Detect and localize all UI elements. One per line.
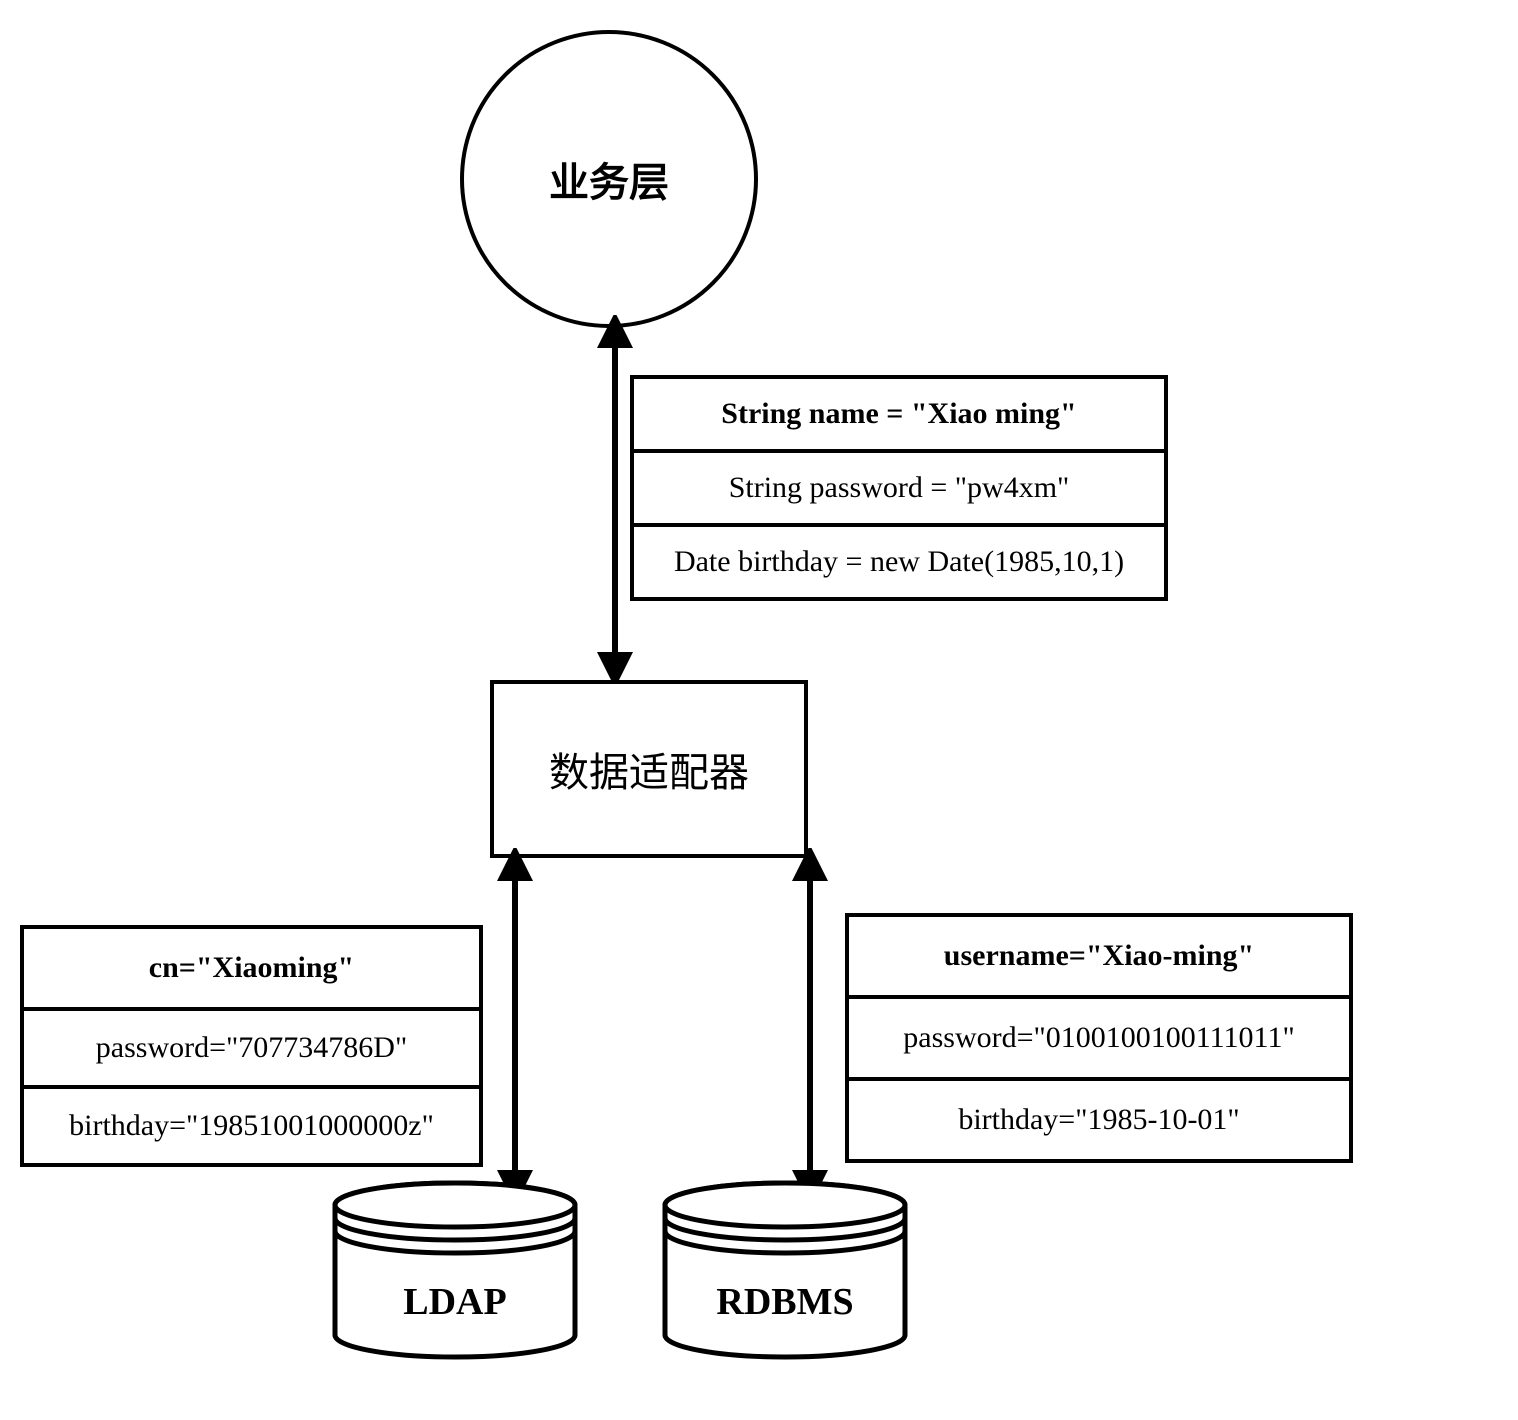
rdbms-data-row-birthday: birthday="1985-10-01" <box>849 1081 1349 1159</box>
java-data-row-name: String name = "Xiao ming" <box>634 379 1164 453</box>
ldap-data-box: cn="Xiaoming" password="707734786D" birt… <box>20 925 483 1167</box>
architecture-diagram: 业务层 String name = "Xiao ming" String pas… <box>20 20 1498 1400</box>
arrow-adapter-to-rdbms <box>785 848 835 1203</box>
java-data-box: String name = "Xiao ming" String passwor… <box>630 375 1168 601</box>
arrow-adapter-to-ldap <box>490 848 540 1203</box>
ldap-label: LDAP <box>330 1280 580 1324</box>
rdbms-data-row-username: username="Xiao-ming" <box>849 917 1349 999</box>
rdbms-label: RDBMS <box>660 1280 910 1324</box>
business-layer-label: 业务层 <box>549 150 669 208</box>
ldap-data-row-cn: cn="Xiaoming" <box>24 929 479 1011</box>
rdbms-data-row-password: password="0100100100111011" <box>849 999 1349 1081</box>
rdbms-database-icon: RDBMS <box>660 1180 910 1365</box>
java-data-row-birthday: Date birthday = new Date(1985,10,1) <box>634 527 1164 597</box>
ldap-database-icon: LDAP <box>330 1180 580 1365</box>
ldap-data-row-birthday: birthday="19851001000000z" <box>24 1089 479 1163</box>
ldap-data-row-password: password="707734786D" <box>24 1011 479 1089</box>
data-adapter-label: 数据适配器 <box>549 740 749 798</box>
business-layer-node: 业务层 <box>460 30 758 328</box>
data-adapter-node: 数据适配器 <box>490 680 808 858</box>
java-data-row-password: String password = "pw4xm" <box>634 453 1164 527</box>
rdbms-data-box: username="Xiao-ming" password="010010010… <box>845 913 1353 1163</box>
